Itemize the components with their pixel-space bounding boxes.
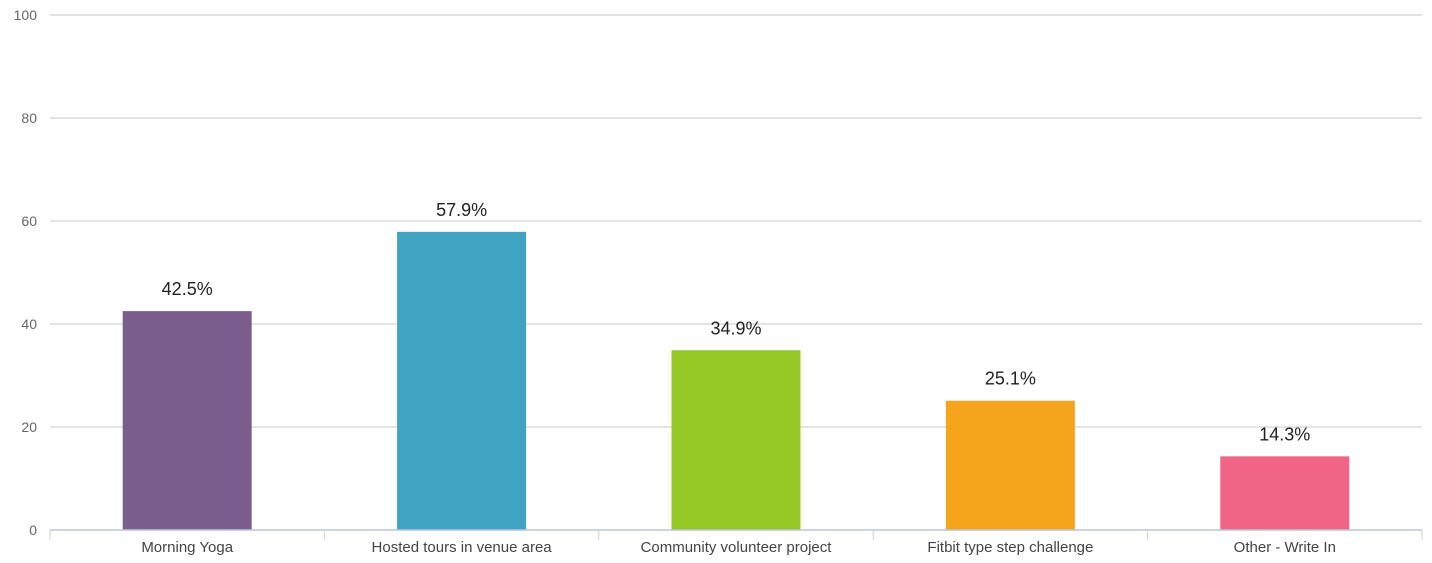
- y-tick-label: 100: [14, 7, 38, 23]
- y-axis-ticks: 0 20 40 60 80 100: [14, 7, 38, 538]
- x-axis: [49, 529, 1423, 540]
- category-label: Fitbit type step challenge: [927, 539, 1093, 556]
- bar-2[interactable]: [397, 231, 527, 530]
- data-label: 25.1%: [985, 369, 1036, 389]
- data-labels-layer: 42.5% 57.9% 34.9% 25.1% 14.3%: [162, 200, 1311, 445]
- data-label: 34.9%: [710, 318, 761, 338]
- bar-1[interactable]: [122, 311, 252, 530]
- category-label: Morning Yoga: [141, 539, 233, 556]
- y-tick-label: 40: [21, 316, 37, 332]
- category-label: Hosted tours in venue area: [372, 539, 553, 556]
- bar-4[interactable]: [945, 400, 1075, 530]
- bars-layer: [122, 231, 1350, 530]
- category-label: Community volunteer project: [641, 539, 833, 556]
- category-labels-layer: Morning Yoga Hosted tours in venue area Co…: [141, 539, 1336, 556]
- y-tick-label: 80: [21, 110, 37, 126]
- data-label: 57.9%: [436, 200, 487, 220]
- bar-5[interactable]: [1220, 456, 1350, 530]
- bar-3[interactable]: [671, 350, 801, 530]
- y-tick-label: 0: [29, 522, 37, 538]
- y-tick-label: 60: [21, 213, 37, 229]
- grid-layer: [50, 14, 1422, 428]
- y-tick-label: 20: [21, 419, 37, 435]
- data-label: 14.3%: [1259, 424, 1310, 444]
- data-label: 42.5%: [162, 279, 213, 299]
- category-label: Other - Write In: [1234, 539, 1336, 556]
